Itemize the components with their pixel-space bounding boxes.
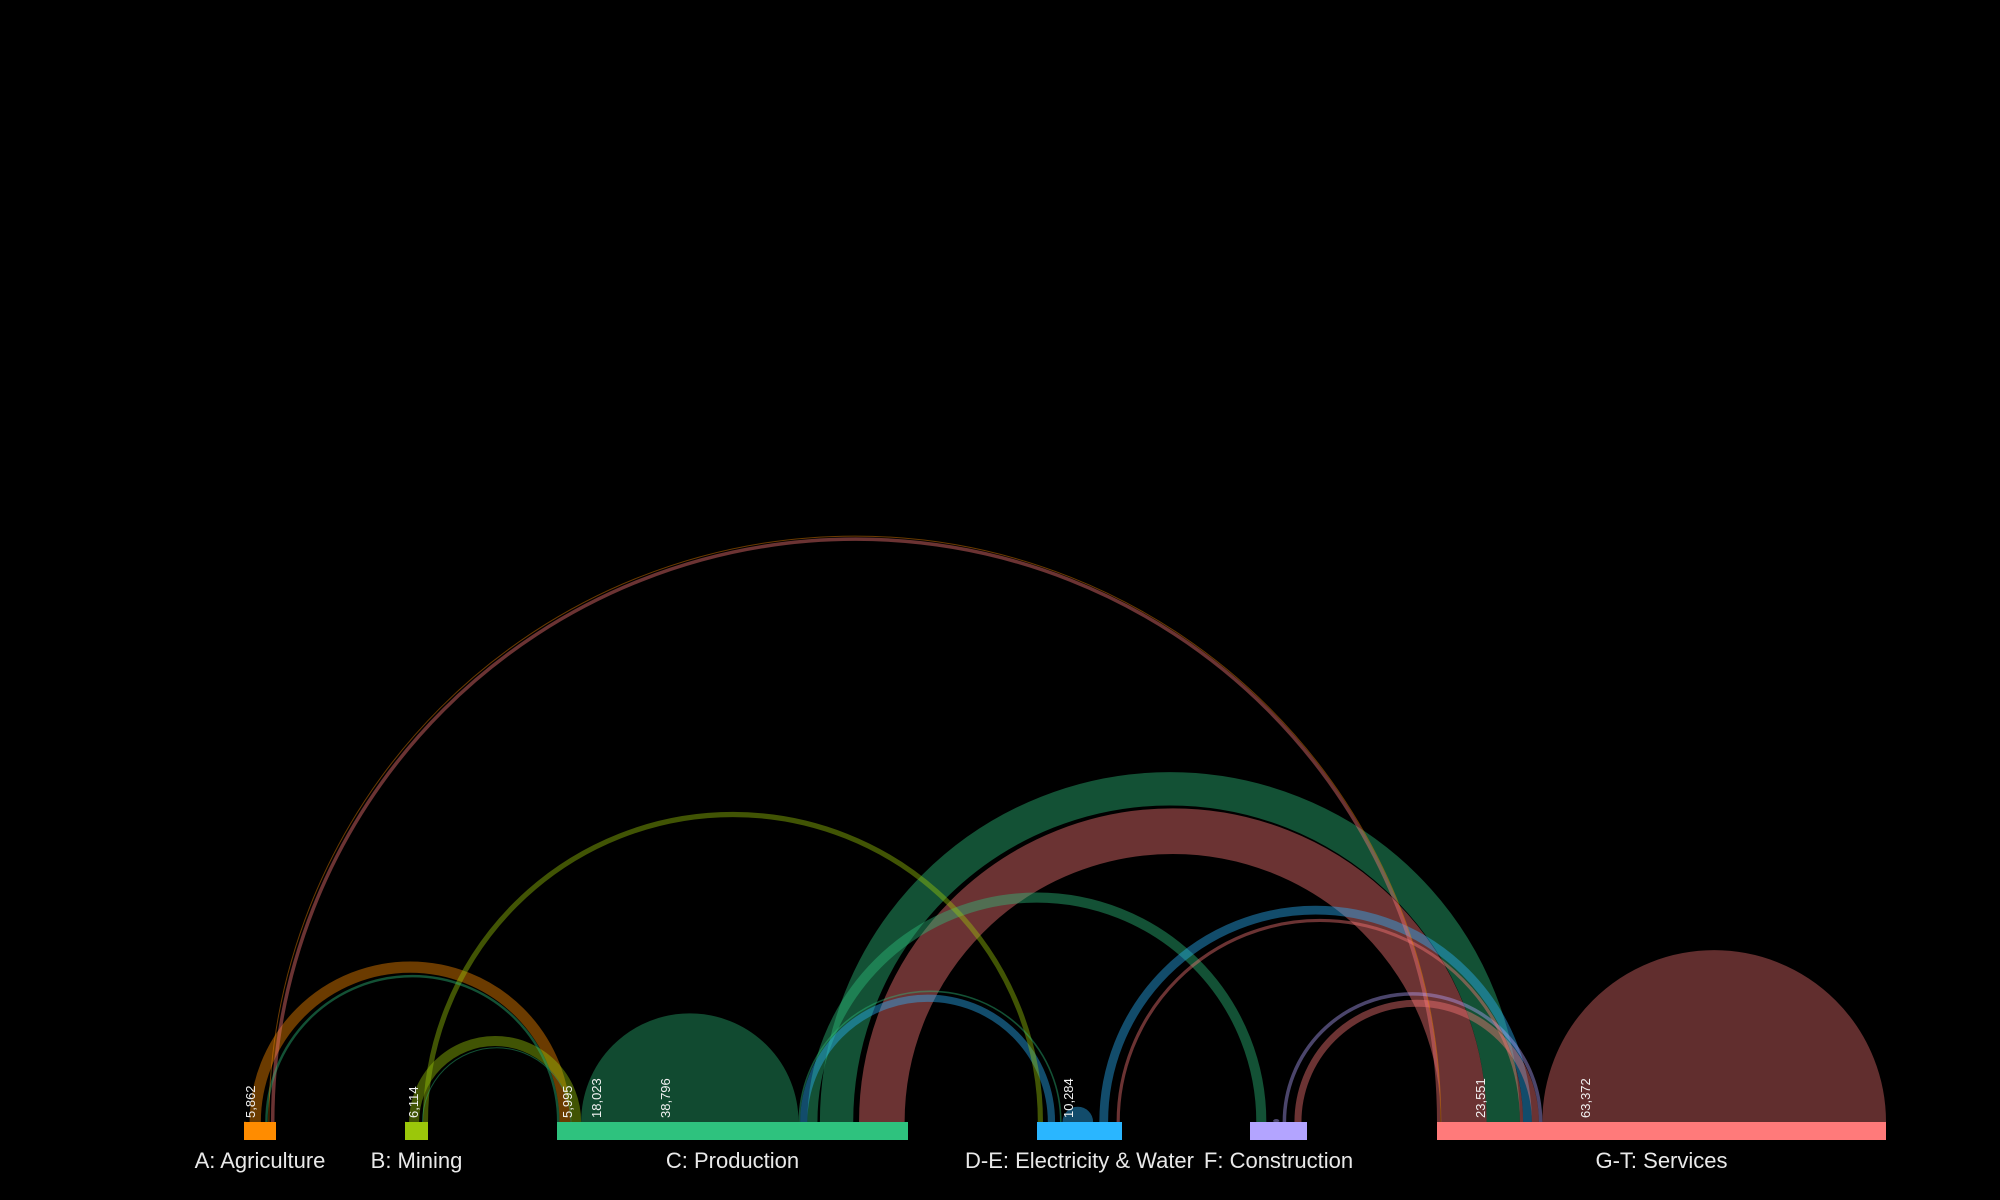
value-label: 23,551 <box>1473 1078 1488 1118</box>
sector-label-gt: G-T: Services <box>1595 1148 1727 1173</box>
flow-arc-a-to-gt <box>268 535 1442 1123</box>
flow-arc-b-to-c <box>409 1036 582 1123</box>
flow-arc-f-to-f <box>1272 1119 1280 1124</box>
flow-arc-b-to-de <box>422 812 1043 1123</box>
sector-labels: A: Agriculture B: Mining C: Production D-E:… <box>195 1148 1728 1173</box>
flow-arc-f-to-gt <box>1282 992 1543 1123</box>
sector-bar-de <box>1037 1122 1122 1140</box>
value-label: 6,114 <box>406 1086 421 1118</box>
flow-arc-de-to-c <box>800 994 1056 1123</box>
flow-arc-c-to-b <box>422 1047 572 1123</box>
flow-arc-gt-to-f <box>1294 999 1539 1123</box>
flow-arc-gt-to-gt <box>1542 950 1886 1127</box>
sector-bar-c <box>557 1122 908 1140</box>
value-label: 5,995 <box>560 1085 575 1118</box>
flow-arc-c-to-a <box>265 974 560 1123</box>
sector-bar-f <box>1250 1122 1307 1140</box>
flow-arc-de-to-de <box>1062 1106 1094 1124</box>
sector-bars <box>244 1122 1886 1140</box>
sector-label-b: B: Mining <box>371 1148 463 1173</box>
sector-label-c: C: Production <box>666 1148 799 1173</box>
flow-arcs <box>244 535 1886 1127</box>
flow-arc-c-to-de <box>798 990 1062 1123</box>
value-label: 38,796 <box>658 1078 673 1118</box>
sector-label-f: F: Construction <box>1204 1148 1353 1173</box>
value-label: 5,862 <box>243 1085 258 1118</box>
sector-bar-a <box>244 1122 276 1140</box>
value-label: 18,023 <box>589 1078 604 1118</box>
sector-label-de: D-E: Electricity & Water <box>965 1148 1194 1173</box>
flow-arc-gt-to-de <box>1116 918 1524 1123</box>
flow-arc-de-to-gt <box>1099 905 1532 1123</box>
flow-arc-c-to-c <box>581 1013 799 1126</box>
sector-bar-b <box>405 1122 428 1140</box>
flow-arc-c-to-gt <box>819 772 1520 1123</box>
flow-arc-a-to-c <box>249 961 571 1123</box>
value-labels: 5,862 6,114 5,995 18,023 38,796 10,284 23,551 6… <box>243 1078 1593 1118</box>
sector-label-a: A: Agriculture <box>195 1148 326 1173</box>
flow-arc-c-to-f <box>807 892 1267 1123</box>
value-label: 10,284 <box>1061 1078 1076 1118</box>
sector-bar-gt <box>1437 1122 1886 1140</box>
value-label: 63,372 <box>1578 1078 1593 1118</box>
